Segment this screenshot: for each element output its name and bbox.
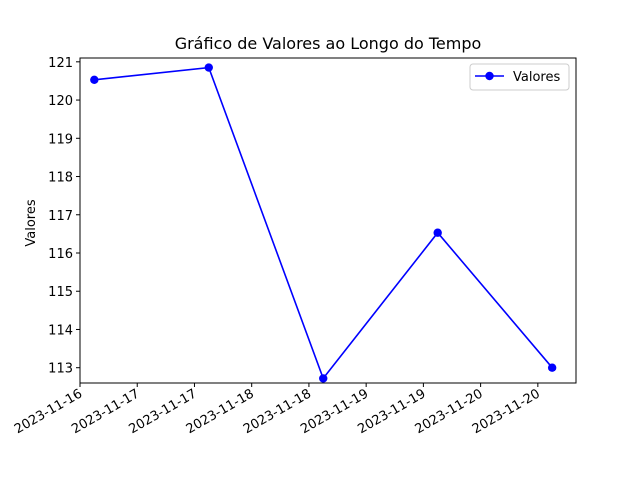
data-point (547, 363, 557, 372)
legend: Valores (469, 63, 570, 91)
y-tick-label: 119 (48, 132, 73, 147)
data-point (90, 75, 99, 84)
chart-title: Gráfico de Valores ao Longo do Tempo (175, 34, 482, 53)
y-tick-label: 121 (48, 56, 73, 71)
data-point (319, 374, 328, 383)
legend-marker (485, 71, 494, 81)
y-tick-label: 116 (48, 247, 73, 262)
legend-label: Valores (513, 70, 560, 85)
y-tick-label: 120 (48, 94, 73, 109)
axes-frame (79, 57, 577, 384)
y-tick-label: 114 (48, 323, 73, 338)
y-tick-label: 113 (48, 362, 73, 377)
data-point (204, 63, 213, 72)
y-tick-label: 115 (48, 285, 73, 300)
y-axis-label: Valores (24, 199, 39, 246)
legend-box (469, 63, 570, 91)
y-tick-label: 117 (48, 209, 73, 224)
data-point (433, 228, 442, 237)
y-tick-label: 118 (48, 171, 73, 186)
